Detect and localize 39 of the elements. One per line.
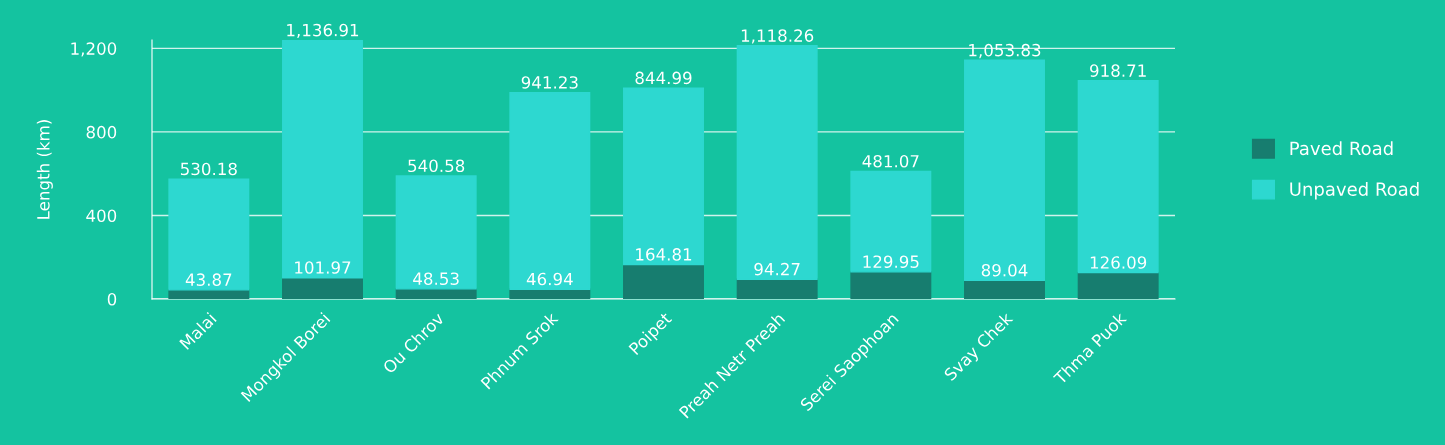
data-label: 481.07 [862,154,919,168]
bar [850,170,932,273]
bar [964,59,1045,282]
bar [282,40,363,279]
data-label: 530.18 [180,162,237,176]
bar [1077,271,1159,299]
data-label: 89.04 [981,263,1028,277]
y-tick-label: 400 [86,209,117,223]
data-label: 43.87 [185,273,232,286]
data-label: 129.95 [863,255,919,268]
bar [509,91,591,290]
data-label: 48.53 [413,272,459,286]
data-label: 46.94 [526,272,573,286]
bar [623,87,704,266]
legend-label: Unpaved Road [1290,181,1419,200]
data-label: 844.99 [635,71,692,85]
data-label: 1,118.26 [741,29,814,44]
bar [168,178,250,291]
y-tick-label: 800 [86,125,117,139]
bar [623,263,704,299]
bar [964,279,1045,299]
y-tick-label: 0 [107,292,117,306]
data-label: 1,136.91 [287,23,359,39]
data-label: 94.27 [754,262,800,276]
data-label: 941.23 [521,76,578,89]
bar [395,175,477,290]
data-label: 164.81 [636,248,692,261]
data-label: 918.71 [1090,64,1146,77]
data-label: 540.58 [408,159,465,173]
data-label: 126.09 [1090,256,1147,269]
y-axis-title: Length (km) [36,120,53,219]
data-label: 101.97 [295,261,351,274]
bar [736,278,818,299]
bar [736,45,818,281]
bar [850,271,932,299]
bar [1077,80,1159,274]
y-tick-label: 1,200 [71,42,117,57]
legend-label: Paved Road [1290,141,1393,156]
bar [282,277,363,299]
